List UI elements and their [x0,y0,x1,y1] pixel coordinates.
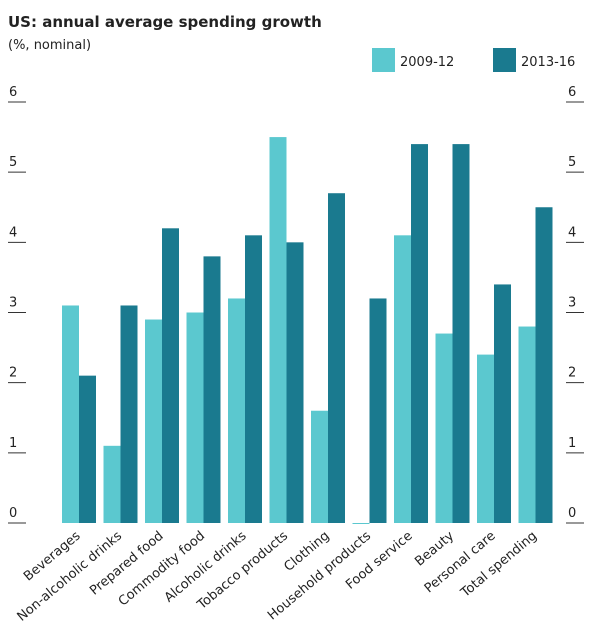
bar [452,144,470,523]
bar [62,305,79,523]
bar [518,326,536,523]
bar [228,298,245,523]
bar [120,305,138,523]
bar [411,144,428,523]
bar [286,242,304,524]
bar [269,137,287,524]
chart-subtitle: (%, nominal) [8,38,91,53]
chart-title: US: annual average spending growth [8,13,322,31]
legend-label: 2009-12 [400,55,454,70]
bar [79,375,96,523]
y-tick-label-right: 0 [568,506,576,521]
bar [477,354,494,523]
x-tick-label: Total spending [458,529,541,602]
y-tick-label: 2 [9,366,17,381]
y-tick-label: 0 [9,506,17,521]
bar [103,445,121,523]
bar [162,228,179,524]
bar [186,312,204,523]
bar [245,235,262,524]
bar [369,298,387,523]
bar [435,333,453,523]
bar [394,235,411,524]
bar [494,284,511,523]
bar [535,207,553,523]
bar [352,523,370,524]
y-tick-label: 3 [9,296,17,311]
bar [311,410,328,523]
legend-label: 2013-16 [521,55,575,70]
y-tick-label: 4 [9,225,17,240]
legend-swatch [372,48,395,72]
bar [145,319,162,523]
y-tick-label-right: 6 [568,85,576,100]
y-tick-label-right: 5 [568,155,576,170]
y-tick-label-right: 4 [568,225,576,240]
y-tick-label: 6 [9,85,17,100]
y-tick-label: 5 [9,155,17,170]
y-tick-label-right: 3 [568,296,576,311]
y-tick-label: 1 [9,436,17,451]
y-tick-label-right: 2 [568,366,576,381]
bar [328,193,345,523]
bar [203,256,221,523]
y-tick-label-right: 1 [568,436,576,451]
legend-swatch [493,48,516,72]
x-tick-label: Personal care [422,529,499,597]
